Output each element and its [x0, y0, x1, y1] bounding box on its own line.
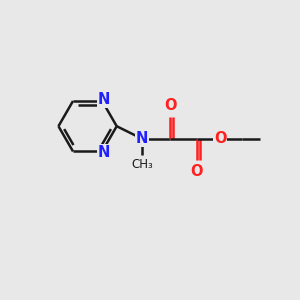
Text: O: O [191, 164, 203, 179]
Text: N: N [98, 92, 110, 107]
Text: CH₃: CH₃ [131, 158, 153, 171]
Text: N: N [98, 145, 110, 160]
Text: O: O [214, 131, 226, 146]
Text: N: N [136, 131, 148, 146]
Text: O: O [164, 98, 176, 113]
